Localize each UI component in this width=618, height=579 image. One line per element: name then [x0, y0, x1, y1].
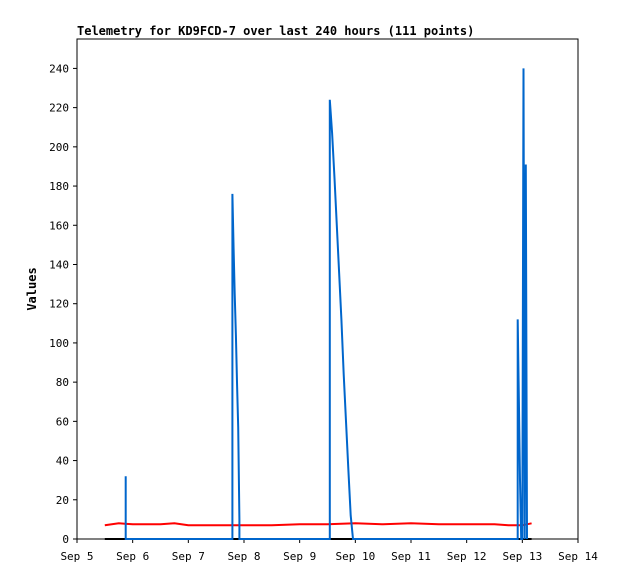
- y-axis: 0 20 40 60 80 100 120 140 160 180 200 220 240: [49, 62, 77, 546]
- x-axis: Sep 5 Sep 6 Sep 7 Sep 8 Sep 9 Sep 10 Sep 11 Sep…: [60, 539, 598, 563]
- y-tick-label: 80: [56, 376, 69, 389]
- x-tick-label: Sep 14: [558, 550, 598, 563]
- y-tick-label: 140: [49, 258, 69, 271]
- x-tick-label: Sep 12: [447, 550, 487, 563]
- x-tick-label: Sep 9: [283, 550, 316, 563]
- x-tick-label: Sep 10: [335, 550, 375, 563]
- y-tick-label: 20: [56, 494, 69, 507]
- y-axis-label: Values: [25, 267, 39, 310]
- x-tick-label: Sep 6: [116, 550, 149, 563]
- y-tick-label: 40: [56, 455, 69, 468]
- y-tick-label: 200: [49, 141, 69, 154]
- plot-area: [76, 38, 579, 540]
- chart-title: Telemetry for KD9FCD-7 over last 240 hou…: [77, 24, 474, 38]
- y-tick-label: 100: [49, 337, 69, 350]
- series-layer: [104, 68, 532, 540]
- x-tick-label: Sep 11: [391, 550, 431, 563]
- y-tick-label: 240: [49, 62, 69, 75]
- x-tick-label: Sep 13: [502, 550, 542, 563]
- x-tick-label: Sep 7: [172, 550, 205, 563]
- y-tick-label: 220: [49, 102, 69, 115]
- y-tick-label: 180: [49, 180, 69, 193]
- y-tick-label: 160: [49, 219, 69, 232]
- x-tick-label: Sep 5: [60, 550, 93, 563]
- series-line-3: [124, 68, 528, 540]
- x-tick-label: Sep 8: [227, 550, 260, 563]
- y-tick-label: 0: [62, 533, 69, 546]
- y-tick-label: 120: [49, 298, 69, 311]
- series-line-1: [104, 522, 532, 527]
- y-tick-label: 60: [56, 415, 69, 428]
